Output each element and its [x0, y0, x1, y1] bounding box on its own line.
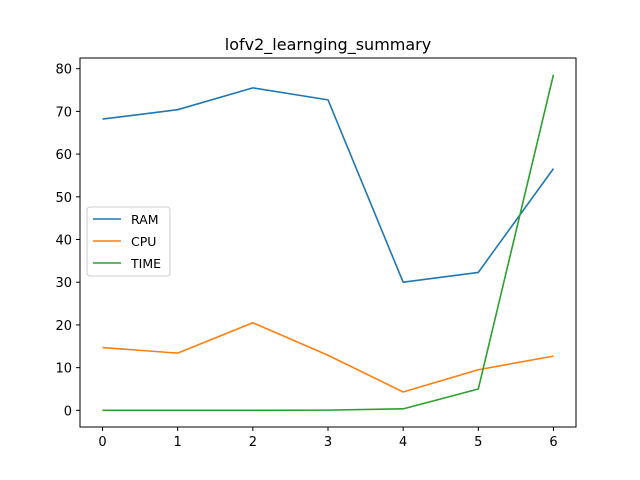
y-tick-label: 80 — [55, 63, 72, 78]
y-tick-label: 60 — [55, 148, 72, 163]
y-tick-label: 30 — [55, 276, 72, 291]
y-tick-label: 70 — [55, 105, 72, 120]
legend-label-cpu: CPU — [131, 234, 156, 249]
legend-box — [86, 206, 171, 277]
x-tick-label: 5 — [474, 435, 482, 450]
legend-label-ram: RAM — [131, 212, 159, 227]
series-line-cpu — [102, 321, 554, 393]
y-tick-label: 0 — [64, 404, 72, 419]
x-tick-label: 4 — [399, 435, 407, 450]
y-tick-label: 40 — [55, 234, 72, 249]
series-line-ram — [102, 87, 555, 284]
legend-label-time: TIME — [130, 256, 161, 271]
x-tick-label: 6 — [549, 435, 557, 450]
chart-title: lofv2_learnging_summary — [225, 35, 431, 55]
series-line-time — [102, 74, 555, 412]
y-tick-label: 50 — [55, 191, 72, 206]
y-tick-label: 10 — [55, 362, 72, 377]
x-tick-label: 2 — [249, 435, 257, 450]
x-tick-label: 1 — [174, 435, 182, 450]
x-tick-label: 3 — [324, 435, 332, 450]
x-tick-label: 0 — [98, 435, 106, 450]
series-lines — [102, 74, 555, 412]
legend: RAM CPU TIME — [86, 206, 171, 277]
y-tick-label: 20 — [55, 319, 72, 334]
